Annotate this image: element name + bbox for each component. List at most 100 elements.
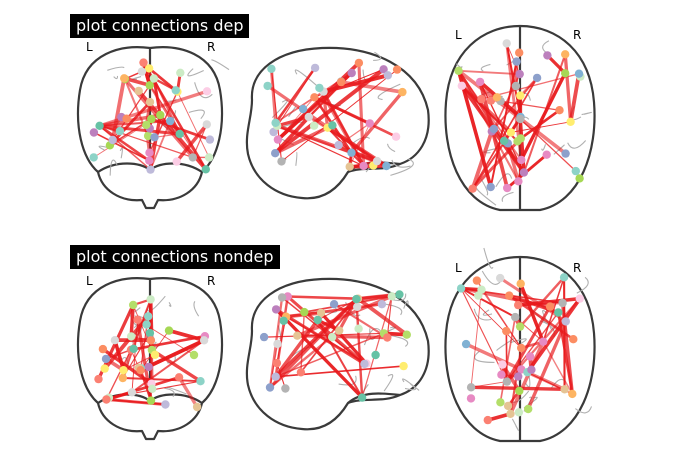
region-node — [135, 87, 143, 95]
connection-edges — [264, 294, 407, 397]
sulcus-line — [194, 301, 199, 316]
region-node — [274, 135, 282, 143]
region-node — [378, 300, 386, 308]
region-node — [337, 78, 345, 86]
region-node — [517, 280, 525, 288]
region-node — [560, 385, 568, 393]
region-node — [203, 120, 211, 128]
region-node — [281, 384, 289, 392]
region-node — [395, 290, 403, 298]
connection-edge — [571, 74, 579, 122]
connection-edges — [268, 63, 403, 167]
region-node — [90, 128, 98, 136]
region-node — [515, 49, 523, 57]
region-node — [111, 336, 119, 344]
sulcus-line — [542, 144, 546, 150]
connection-edge — [288, 296, 358, 298]
region-node — [373, 157, 381, 165]
region-node — [310, 93, 318, 101]
region-node — [517, 156, 525, 164]
region-node — [90, 153, 98, 161]
connection-edge — [123, 378, 201, 381]
region-node — [516, 115, 524, 123]
region-node — [514, 177, 522, 185]
sulcus-line — [120, 148, 122, 158]
sulcus-line — [568, 141, 586, 149]
region-node — [314, 316, 322, 324]
region-node — [352, 295, 360, 303]
region-node — [145, 149, 153, 157]
region-node — [311, 64, 319, 72]
region-node — [454, 67, 462, 75]
region-node — [514, 372, 522, 380]
region-node — [484, 416, 492, 424]
sulcus-line — [110, 160, 117, 176]
region-node — [575, 174, 583, 182]
region-node — [487, 183, 495, 191]
region-node — [496, 274, 504, 282]
region-node — [382, 162, 390, 170]
region-node — [503, 184, 511, 192]
sulcus-line — [502, 192, 513, 201]
region-node — [468, 185, 476, 193]
region-node — [271, 149, 279, 157]
region-node — [507, 128, 515, 136]
region-node — [403, 331, 411, 339]
region-node — [166, 117, 174, 125]
region-node — [122, 115, 130, 123]
panel-dep: plot connections dep L R L R — [0, 0, 682, 230]
region-node — [173, 157, 181, 165]
region-node — [102, 395, 110, 403]
region-node — [346, 163, 354, 171]
sulcus-line — [188, 69, 204, 76]
region-node — [568, 390, 576, 398]
region-node — [146, 98, 154, 106]
region-node — [490, 125, 498, 133]
region-node — [165, 326, 173, 334]
panel-nondep: plot connections nondep L R L R — [0, 231, 682, 461]
region-node — [497, 371, 505, 379]
region-node — [310, 122, 318, 130]
region-node — [560, 273, 568, 281]
region-node — [558, 299, 566, 307]
region-node — [175, 373, 183, 381]
region-node — [561, 50, 569, 58]
region-node — [515, 408, 523, 416]
region-node — [147, 336, 155, 344]
region-node — [315, 84, 323, 92]
region-node — [457, 284, 465, 292]
region-node — [133, 316, 141, 324]
connection-edge — [565, 54, 570, 122]
sulcus-line — [107, 67, 124, 70]
region-node — [148, 385, 156, 393]
region-node — [193, 403, 201, 411]
sulcus-line — [114, 76, 118, 79]
region-node — [176, 69, 184, 77]
region-node — [128, 388, 136, 396]
region-node — [546, 302, 554, 310]
region-node — [543, 51, 551, 59]
region-node — [205, 153, 213, 161]
sulcus-line — [481, 64, 490, 71]
region-node — [366, 119, 374, 127]
region-node — [150, 133, 158, 141]
axial-view — [440, 253, 600, 445]
region-node — [359, 162, 367, 170]
region-node — [278, 293, 286, 301]
region-node — [554, 308, 562, 316]
region-node — [539, 338, 547, 346]
region-node — [500, 137, 508, 145]
region-node — [267, 65, 275, 73]
region-node — [383, 333, 391, 341]
region-node — [476, 78, 484, 86]
region-node — [189, 153, 197, 161]
connection-edge — [106, 399, 165, 404]
sulcus-line — [384, 375, 393, 391]
region-node — [300, 308, 308, 316]
region-node — [277, 157, 285, 165]
region-node — [512, 82, 520, 90]
region-node — [477, 95, 485, 103]
region-node — [116, 127, 124, 135]
region-node — [272, 305, 280, 313]
connection-edge — [356, 299, 362, 397]
